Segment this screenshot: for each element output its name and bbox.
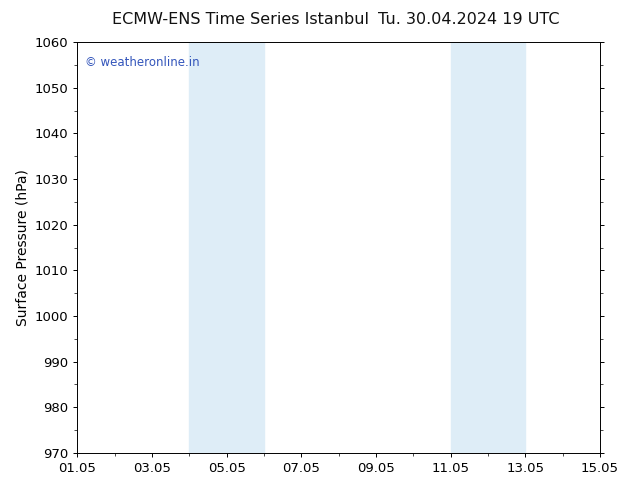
Text: Tu. 30.04.2024 19 UTC: Tu. 30.04.2024 19 UTC	[378, 12, 560, 27]
Text: © weatheronline.in: © weatheronline.in	[85, 56, 200, 70]
Text: ECMW-ENS Time Series Istanbul: ECMW-ENS Time Series Istanbul	[112, 12, 370, 27]
Bar	[190, 42, 264, 453]
Bar	[451, 42, 526, 453]
Y-axis label: Surface Pressure (hPa): Surface Pressure (hPa)	[15, 169, 29, 326]
